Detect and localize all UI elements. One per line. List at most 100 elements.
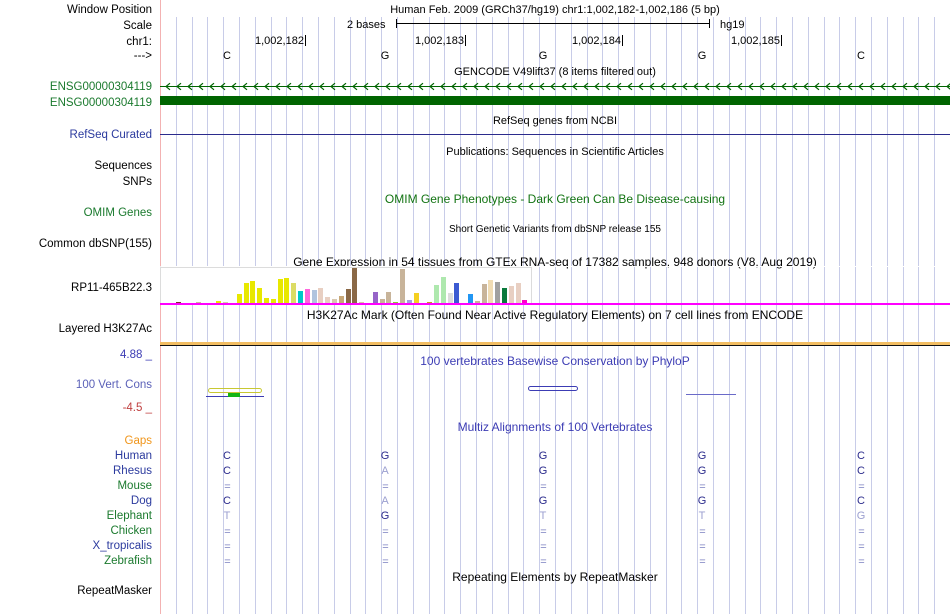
align-cell: =	[382, 481, 389, 493]
track-label-omim[interactable]: OMIM Genes	[83, 207, 152, 219]
gtex-bar[interactable]	[250, 281, 256, 305]
align-cell: =	[540, 481, 547, 493]
species-label-elephant[interactable]: Elephant	[106, 510, 152, 522]
scale-value: 2 bases	[347, 19, 386, 31]
gtex-bar[interactable]	[481, 284, 487, 305]
align-cell: A	[381, 465, 389, 477]
gtex-chart-plot-area	[161, 267, 532, 305]
align-cell: G	[697, 465, 707, 477]
gtex-bar[interactable]	[515, 283, 521, 305]
gtex-bar[interactable]	[522, 300, 528, 305]
track-title-phylop[interactable]: 100 vertebrates Basewise Conservation by…	[420, 354, 690, 368]
conservation-feature-2[interactable]	[228, 393, 240, 397]
track-label-gtex[interactable]: RP11-465B22.3	[71, 282, 152, 294]
gtex-bar[interactable]	[257, 288, 263, 305]
gtex-bar[interactable]	[264, 298, 269, 305]
align-cell: =	[382, 556, 389, 568]
track-label-repeatmasker[interactable]: RepeatMasker	[77, 585, 152, 597]
gtex-bar[interactable]	[291, 283, 297, 305]
species-label-human[interactable]: Human	[114, 450, 152, 462]
gtex-bar[interactable]	[468, 294, 473, 305]
gtex-bar[interactable]	[495, 282, 501, 305]
track-title-repeatmasker[interactable]: Repeating Elements by RepeatMasker	[452, 570, 658, 584]
gtex-bar[interactable]	[352, 268, 358, 305]
align-cell: A	[381, 495, 389, 507]
gtex-bar[interactable]	[236, 294, 242, 305]
species-label-rhesus[interactable]: Rhesus	[113, 465, 152, 477]
align-cell: =	[699, 556, 706, 568]
gtex-bar[interactable]	[440, 277, 446, 305]
align-cell: =	[699, 526, 706, 538]
gtex-bar[interactable]	[454, 283, 460, 305]
species-label-dog[interactable]: Dog	[130, 495, 152, 507]
gtex-bar[interactable]	[270, 299, 276, 305]
gtex-bar[interactable]	[318, 288, 324, 305]
gtex-expression-barchart[interactable]	[160, 266, 950, 305]
gtex-bar[interactable]	[345, 289, 351, 305]
track-label-refseq[interactable]: RefSeq Curated	[69, 129, 152, 141]
gtex-bar[interactable]	[386, 292, 392, 305]
align-cell: T	[539, 510, 547, 522]
gtex-bar[interactable]	[243, 283, 249, 305]
species-label-chicken[interactable]: Chicken	[110, 525, 152, 537]
gtex-bar[interactable]	[311, 290, 317, 305]
ruler-tick-1: 1,002,183	[415, 35, 466, 47]
conservation-feature-3[interactable]	[528, 386, 578, 391]
track-label-sequences[interactable]: Sequences	[94, 160, 152, 172]
track-title-publications[interactable]: Publications: Sequences in Scientific Ar…	[446, 146, 664, 158]
align-cell: =	[699, 541, 706, 553]
align-cell: =	[858, 481, 865, 493]
gtex-bar[interactable]	[284, 278, 290, 305]
track-title-h3k27ac[interactable]: H3K27Ac Mark (Often Found Near Active Re…	[306, 308, 804, 322]
conservation-feature-4[interactable]	[686, 394, 736, 395]
gtex-bar[interactable]	[304, 289, 310, 305]
align-cell: =	[224, 526, 231, 538]
gtex-bar[interactable]	[508, 286, 514, 305]
track-label-dbsnp[interactable]: Common dbSNP(155)	[38, 238, 152, 250]
species-label-x_tropicalis[interactable]: X_tropicalis	[92, 540, 152, 552]
gtex-bar[interactable]	[277, 279, 283, 305]
gencode-intron-arrows[interactable]	[160, 82, 950, 91]
align-cell: =	[540, 556, 547, 568]
gtex-bar[interactable]	[413, 293, 419, 305]
align-cell: =	[224, 481, 231, 493]
gtex-bar[interactable]	[379, 299, 385, 305]
gencode-exon-bar[interactable]	[160, 96, 950, 105]
align-cell: =	[858, 556, 865, 568]
refseq-feature-line[interactable]	[160, 134, 950, 135]
gtex-baseline	[160, 303, 950, 305]
track-title-gtex[interactable]: Gene Expression in 54 tissues from GTEx …	[293, 255, 817, 269]
track-title-dbsnp[interactable]: Short Genetic Variants from dbSNP releas…	[449, 224, 661, 235]
gtex-bar[interactable]	[447, 293, 453, 305]
species-label-zebrafish[interactable]: Zebrafish	[104, 555, 152, 567]
assembly-tag: hg19	[720, 19, 745, 31]
gtex-bar[interactable]	[406, 300, 412, 305]
conservation-feature-0[interactable]	[208, 388, 262, 393]
align-cell: =	[858, 541, 865, 553]
gtex-bar[interactable]	[325, 297, 331, 305]
track-label-snps[interactable]: SNPs	[122, 176, 152, 188]
gtex-bar[interactable]	[338, 296, 344, 305]
gtex-bar[interactable]	[400, 269, 405, 305]
gtex-bar[interactable]	[434, 285, 439, 305]
gtex-bar[interactable]	[332, 299, 337, 305]
track-label-gencode-2[interactable]: ENSG00000304119	[49, 97, 152, 109]
species-label-mouse[interactable]: Mouse	[117, 480, 152, 492]
align-cell: =	[224, 541, 231, 553]
track-title-gencode[interactable]: GENCODE V49lift37 (8 items filtered out)	[454, 66, 656, 78]
align-cell: G	[697, 450, 707, 462]
scale-ruler-bar	[396, 19, 710, 28]
track-title-refseq[interactable]: RefSeq genes from NCBI	[492, 115, 618, 127]
h3k27ac-signal-band[interactable]	[160, 342, 950, 345]
track-label-gencode-1[interactable]: ENSG00000304119	[49, 81, 152, 93]
gtex-bar[interactable]	[372, 292, 378, 305]
track-label-h3k27ac[interactable]: Layered H3K27Ac	[58, 323, 152, 335]
ruler-base-1: G	[380, 50, 390, 62]
track-title-omim[interactable]: OMIM Gene Phenotypes - Dark Green Can Be…	[384, 192, 726, 206]
track-title-multiz[interactable]: Multiz Alignments of 100 Vertebrates	[457, 420, 653, 434]
track-label-gaps[interactable]: Gaps	[124, 435, 153, 447]
gtex-bar[interactable]	[502, 288, 507, 305]
track-label-phylop[interactable]: 100 Vert. Cons	[75, 379, 152, 391]
gtex-bar[interactable]	[298, 291, 303, 305]
gtex-bar[interactable]	[488, 280, 494, 305]
